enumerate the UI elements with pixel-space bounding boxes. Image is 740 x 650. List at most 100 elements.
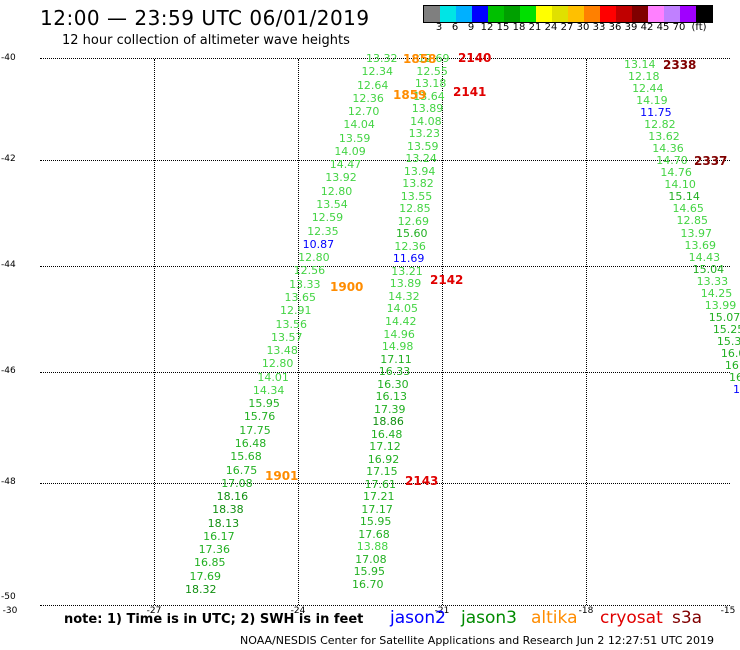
color-scale-tick-label: 70 xyxy=(672,22,686,33)
satellite-legend-cryosat: cryosat xyxy=(600,608,663,628)
cryosat-time-label: 2140 xyxy=(458,51,492,65)
map-subtitle: 12 hour collection of altimeter wave hei… xyxy=(62,33,350,48)
color-swatch xyxy=(648,6,664,22)
wave-height-value: 17.11 xyxy=(380,352,412,366)
wave-height-value: 12.80 xyxy=(320,184,353,198)
grid-line-lat-42 xyxy=(40,160,730,161)
wave-height-value: 14.09 xyxy=(334,144,366,158)
lat-label-48: -48 xyxy=(1,477,16,487)
wave-height-value: 14.05 xyxy=(386,302,419,316)
grid-line-lat-48 xyxy=(40,483,730,484)
color-scale-tick-label: 9 xyxy=(467,22,475,33)
wave-height-value: 17.61 xyxy=(364,477,397,491)
wave-height-value: 14.10 xyxy=(664,178,696,192)
wave-height-value: 12.64 xyxy=(356,78,389,92)
wave-height-value: 13.14 xyxy=(624,58,656,71)
grid-line-lon-18 xyxy=(586,59,587,605)
satellite-legend-jason2: jason2 xyxy=(390,608,446,628)
lat-label-50: -50 xyxy=(1,592,16,602)
color-scale-bar xyxy=(423,5,713,23)
wave-height-value: 15.95 xyxy=(359,515,392,529)
wave-height-value: 16.30 xyxy=(377,377,409,391)
wave-height-value: 14.01 xyxy=(257,370,289,384)
wave-height-value: 15.04 xyxy=(692,262,725,276)
wave-height-value: 14.47 xyxy=(329,158,362,172)
wave-height-value: 13.69 xyxy=(684,238,717,252)
wave-height-value: 17.08 xyxy=(355,552,387,566)
wave-height-value: 18.32 xyxy=(185,583,217,596)
wave-height-value: 1 xyxy=(733,383,740,396)
wave-height-value: 12.44 xyxy=(632,82,664,96)
color-scale-tick-label: 12 xyxy=(480,22,494,33)
map-title: 12:00 — 23:59 UTC 06/01/2019 xyxy=(40,6,370,30)
color-scale-labels: 3 6 9 12 15 18 21 24 27 30 33 36 39 42 45 70 (ft) xyxy=(423,22,740,34)
color-scale-tick-label: 30 xyxy=(576,22,590,33)
satellite-legend-s3a: s3a xyxy=(672,608,703,628)
color-swatch xyxy=(456,6,472,22)
s3a-time-label: 2338 xyxy=(663,58,697,72)
lon-label-21: -21 xyxy=(434,606,450,616)
lat-label-42: -42 xyxy=(1,154,16,164)
altika-time-label: 1859 xyxy=(393,88,427,102)
wave-height-value: 13.88 xyxy=(356,540,389,554)
grid-line-lat-46 xyxy=(40,372,730,373)
color-scale-tick-label: 18 xyxy=(512,22,526,33)
wave-height-value: 12.18 xyxy=(628,70,660,84)
lat-label-40: -40 xyxy=(1,53,16,63)
s3a-time-label: 2337 xyxy=(694,154,728,168)
color-swatch xyxy=(680,6,696,22)
wave-height-value: 15.60 xyxy=(396,227,428,241)
wave-height-value: 13.32 xyxy=(366,52,398,65)
wave-height-value: 18.13 xyxy=(207,516,240,530)
wave-height-value: 13.48 xyxy=(266,344,298,358)
altika-time-label: 1901 xyxy=(265,469,299,483)
wave-height-value: 12.80 xyxy=(298,251,330,265)
wave-height-value: 15.68 xyxy=(230,450,262,464)
color-swatch xyxy=(488,6,504,22)
color-swatch xyxy=(552,6,568,22)
color-scale-tick-label: 42 xyxy=(640,22,654,33)
color-scale-tick-label: (ft) xyxy=(691,22,707,33)
color-swatch xyxy=(616,6,632,22)
wave-height-value: 13.33 xyxy=(289,277,321,291)
grid-line-lon-27 xyxy=(154,59,155,605)
wave-height-value: 14.32 xyxy=(388,289,420,303)
altika-time-label: 1858 xyxy=(403,52,437,66)
color-swatch xyxy=(568,6,584,22)
wave-height-value: 16.48 xyxy=(234,436,267,450)
wave-height-value: 16.48 xyxy=(370,427,403,441)
wave-height-value: 17.15 xyxy=(366,465,398,479)
lon-label-30: -30 xyxy=(2,606,18,616)
wave-height-value: 17.75 xyxy=(239,423,271,437)
wave-height-value: 16. xyxy=(724,358,740,372)
satellite-legend-jason3: jason3 xyxy=(461,608,517,628)
color-scale-tick-label: 45 xyxy=(656,22,670,33)
wave-height-value: 13.59 xyxy=(407,139,439,153)
wave-height-value: 14.25 xyxy=(700,286,733,300)
wave-height-value: 12.80 xyxy=(261,357,294,371)
wave-height-value: 13.65 xyxy=(284,290,317,304)
wave-height-value: 17.36 xyxy=(198,543,231,557)
wave-height-value: 13.56 xyxy=(275,317,308,331)
lat-label-46: -46 xyxy=(1,366,16,376)
color-scale-tick-label: 33 xyxy=(592,22,606,33)
wave-height-value: 12.34 xyxy=(361,65,393,79)
wave-height-value: 12.59 xyxy=(311,211,344,225)
wave-height-value: 14.42 xyxy=(385,315,417,328)
wave-height-value: 17.12 xyxy=(369,440,401,454)
wave-height-value: 18.16 xyxy=(216,490,249,504)
wave-height-value: 13.21 xyxy=(391,264,423,278)
wave-height-value: 14.43 xyxy=(688,250,721,264)
wave-height-value: 12.69 xyxy=(397,214,430,228)
color-swatch xyxy=(664,6,680,22)
wave-height-value: 16.75 xyxy=(225,463,258,477)
grid-line-lat-44 xyxy=(40,266,730,267)
wave-height-value: 11.69 xyxy=(392,252,425,266)
wave-height-value: 17.69 xyxy=(189,569,222,583)
color-swatch xyxy=(696,6,712,22)
wave-height-value: 18.38 xyxy=(212,503,244,517)
wave-height-value: 14.98 xyxy=(381,340,414,354)
wave-height-value: 13.59 xyxy=(338,131,371,145)
color-swatch xyxy=(584,6,600,22)
wave-height-value: 17.68 xyxy=(358,527,390,541)
